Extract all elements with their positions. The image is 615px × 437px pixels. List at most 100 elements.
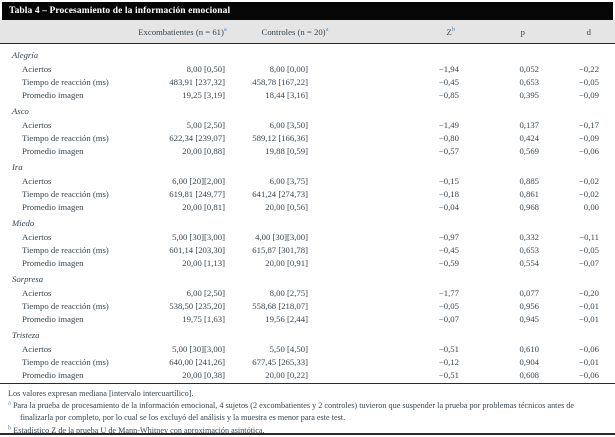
d-value: −0,01 bbox=[578, 314, 599, 324]
d-value: −0,09 bbox=[578, 90, 599, 100]
z-value: −0,51 bbox=[438, 370, 459, 380]
row-label: Promedio imagen bbox=[22, 370, 84, 380]
excombatientes-value: 20,00 [0,81] bbox=[182, 202, 225, 212]
controles-value: 458,78 [167,22] bbox=[252, 77, 308, 87]
footnote-a-text: Para la prueba de procesamiento de la in… bbox=[12, 401, 575, 423]
column-header-excombatientes: Excombatientes (n = 61)a bbox=[130, 20, 235, 44]
emotion-section-row: Sorpresa bbox=[0, 268, 615, 285]
measure-row: Tiempo de reacción (ms) 622,34 [239,07] 58… bbox=[0, 130, 615, 143]
emotion-section-label: Miedo bbox=[12, 218, 35, 228]
footnotes-block: Los valores expresan mediana [intervalo … bbox=[0, 383, 615, 437]
d-value: −0,06 bbox=[578, 370, 599, 380]
p-value: 0,554 bbox=[519, 258, 539, 268]
row-label: Promedio imagen bbox=[22, 202, 84, 212]
z-value: −1,77 bbox=[438, 288, 459, 298]
d-value: −0,09 bbox=[578, 133, 599, 143]
emotion-section-label: Ira bbox=[12, 162, 23, 172]
column-header-d: d bbox=[549, 20, 615, 44]
row-label: Aciertos bbox=[22, 176, 52, 186]
z-value: −0,18 bbox=[438, 189, 459, 199]
emotion-processing-table: Excombatientes (n = 61)a Controles (n = … bbox=[0, 20, 615, 380]
row-label: Tiempo de reacción (ms) bbox=[22, 357, 109, 367]
excombatientes-value: 640,00 [241,26] bbox=[169, 357, 225, 367]
d-value: −0,05 bbox=[578, 77, 599, 87]
excombatientes-value: 19,75 [1,63] bbox=[182, 314, 225, 324]
p-value: 0,608 bbox=[519, 370, 539, 380]
controles-value: 8,00 [0,00] bbox=[269, 64, 308, 74]
z-value: −1,49 bbox=[438, 120, 459, 130]
d-value: −0,02 bbox=[578, 189, 599, 199]
emotion-section-row: Asco bbox=[0, 100, 615, 117]
measure-row: Promedio imagen 19,75 [1,63] 19,56 [2,44] −… bbox=[0, 311, 615, 324]
measure-row: Promedio imagen 20,00 [0,38] 20,00 [0,22] −… bbox=[0, 367, 615, 380]
d-value: −0,11 bbox=[579, 232, 599, 242]
z-value: −0,07 bbox=[438, 314, 459, 324]
controles-value: 558,68 [218,07] bbox=[252, 301, 308, 311]
p-value: 0,077 bbox=[519, 288, 539, 298]
z-value: −0,57 bbox=[438, 146, 459, 156]
p-value: 0,956 bbox=[519, 301, 539, 311]
excombatientes-value: 20,00 [1,13] bbox=[182, 258, 225, 268]
p-value: 0,052 bbox=[519, 64, 539, 74]
d-value: −0,22 bbox=[578, 64, 599, 74]
d-value: −0,17 bbox=[578, 120, 599, 130]
excombatientes-value: 6,00 [2,50] bbox=[186, 288, 225, 298]
p-value: 0,945 bbox=[519, 314, 539, 324]
z-value: −0,85 bbox=[438, 90, 459, 100]
d-value: −0,05 bbox=[578, 245, 599, 255]
z-value: −0,51 bbox=[438, 344, 459, 354]
measure-row: Aciertos 5,00 [2,50] 6,00 [3,50] −1,49 0,137… bbox=[0, 117, 615, 130]
measure-row: Tiempo de reacción (ms) 619,81 [249,77] 64… bbox=[0, 186, 615, 199]
emotion-section-label: Asco bbox=[12, 106, 29, 116]
z-value: −0,97 bbox=[438, 232, 459, 242]
emotion-section-label: Sorpresa bbox=[12, 274, 44, 284]
controles-value: 20,00 [0,91] bbox=[265, 258, 308, 268]
measure-row: Tiempo de reacción (ms) 538,50 [235,20] 55… bbox=[0, 298, 615, 311]
measure-row: Promedio imagen 20,00 [0,81] 20,00 [0,56] −… bbox=[0, 199, 615, 212]
footnote-b: b Estadístico Z de la prueba U de Mann-W… bbox=[8, 424, 607, 437]
row-label: Aciertos bbox=[22, 288, 52, 298]
z-value: −0,45 bbox=[438, 245, 459, 255]
row-label: Tiempo de reacción (ms) bbox=[22, 189, 109, 199]
table-title: Tabla 4 – Procesamiento de la informació… bbox=[9, 6, 231, 16]
controles-value: 6,00 [3,75] bbox=[269, 176, 308, 186]
d-value: −0,07 bbox=[578, 258, 599, 268]
excombatientes-value: 6,00 [20][2,00] bbox=[172, 176, 225, 186]
controles-value: 615,87 [301,78] bbox=[252, 245, 308, 255]
footnote-a: a Para la prueba de procesamiento de la … bbox=[8, 400, 607, 424]
d-value: 0,00 bbox=[583, 202, 599, 212]
row-label: Aciertos bbox=[22, 344, 52, 354]
z-value: −0,05 bbox=[438, 301, 459, 311]
row-label: Tiempo de reacción (ms) bbox=[22, 245, 109, 255]
z-value: −1,94 bbox=[438, 64, 459, 74]
controles-value: 20,00 [0,56] bbox=[265, 202, 308, 212]
excombatientes-value: 619,81 [249,77] bbox=[169, 189, 225, 199]
d-value: −0,06 bbox=[578, 146, 599, 156]
footnote-general: Los valores expresan mediana [intervalo … bbox=[8, 389, 194, 398]
measure-row: Aciertos 6,00 [2,50] 8,00 [2,75] −1,77 0,077… bbox=[0, 285, 615, 298]
column-header-controles-label: Controles (n = 20) bbox=[261, 26, 326, 37]
controles-value: 20,00 [0,22] bbox=[265, 370, 308, 380]
measure-row: Aciertos 8,00 [0,50] 8,00 [0,00] −1,94 0,052… bbox=[0, 61, 615, 74]
row-label: Aciertos bbox=[22, 120, 52, 130]
d-value: −0,20 bbox=[578, 288, 599, 298]
footnote-ref-a-icon: a bbox=[325, 25, 329, 33]
d-value: −0,06 bbox=[578, 344, 599, 354]
measure-row: Promedio imagen 20,00 [0,88] 19,88 [0,59] −… bbox=[0, 143, 615, 156]
row-label: Aciertos bbox=[22, 64, 52, 74]
table-title-bar: Tabla 4 – Procesamiento de la informació… bbox=[2, 2, 613, 20]
z-value: −0,04 bbox=[438, 202, 459, 212]
controles-value: 5,50 [4,50] bbox=[269, 344, 308, 354]
p-value: 0,610 bbox=[519, 344, 539, 354]
excombatientes-value: 538,50 [235,20] bbox=[169, 301, 225, 311]
d-value: −0,01 bbox=[578, 357, 599, 367]
column-header-controles: Controles (n = 20)a bbox=[235, 20, 330, 44]
measure-row: Tiempo de reacción (ms) 601,14 [203,30] 61… bbox=[0, 242, 615, 255]
column-header-z-label: Z bbox=[446, 26, 452, 37]
column-header-p: p bbox=[469, 20, 549, 44]
p-value: 0,968 bbox=[519, 202, 539, 212]
z-value: −0,59 bbox=[438, 258, 459, 268]
controles-value: 589,12 [166,36] bbox=[252, 133, 308, 143]
emotion-section-row: Tristeza bbox=[0, 324, 615, 341]
